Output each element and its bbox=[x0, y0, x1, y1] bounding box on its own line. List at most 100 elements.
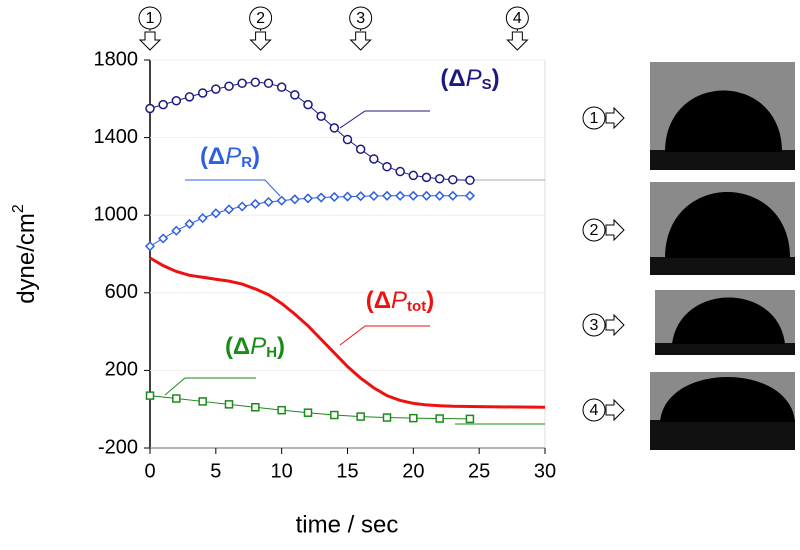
series-label-part: ) bbox=[426, 287, 434, 314]
point bbox=[316, 111, 326, 122]
series-line bbox=[149, 195, 470, 247]
point bbox=[263, 78, 274, 89]
plot-frame bbox=[149, 59, 546, 449]
point bbox=[158, 99, 168, 110]
point bbox=[435, 414, 444, 423]
point bbox=[408, 170, 419, 181]
y-tick-label: 1000 bbox=[94, 203, 139, 225]
point bbox=[224, 400, 234, 409]
point bbox=[158, 233, 169, 244]
series-label-sub: H bbox=[266, 344, 277, 361]
point bbox=[145, 103, 155, 114]
point bbox=[302, 193, 314, 204]
series-label-part: (Δ bbox=[440, 65, 465, 92]
series-label-var: P bbox=[250, 333, 266, 360]
series-label: (ΔPtot) bbox=[366, 287, 434, 315]
series-label-part: ) bbox=[252, 143, 260, 170]
point bbox=[276, 195, 287, 206]
arrow bbox=[605, 106, 625, 130]
series-label-sub: S bbox=[482, 76, 492, 93]
time-mark-label: 4 bbox=[513, 10, 522, 27]
point bbox=[382, 413, 392, 422]
point bbox=[421, 190, 432, 201]
point bbox=[464, 190, 476, 201]
x-tick-label: 10 bbox=[271, 460, 293, 482]
point bbox=[197, 88, 208, 98]
photo-label-circle bbox=[582, 398, 606, 422]
point bbox=[342, 191, 353, 202]
point bbox=[409, 413, 418, 423]
photos bbox=[650, 62, 795, 450]
time-mark-label: 3 bbox=[356, 10, 365, 27]
point bbox=[381, 190, 393, 201]
x-tick-label: 20 bbox=[402, 460, 424, 482]
series-label: (ΔPR) bbox=[200, 143, 260, 171]
series-label: (ΔPH) bbox=[225, 333, 285, 361]
photo-label: 1 bbox=[590, 110, 599, 127]
point bbox=[171, 225, 182, 236]
arrow bbox=[605, 313, 625, 337]
point bbox=[447, 190, 458, 201]
point bbox=[465, 175, 475, 186]
photo-label: 2 bbox=[590, 222, 599, 239]
series-line bbox=[149, 81, 470, 181]
point bbox=[382, 161, 392, 172]
photo-label: 3 bbox=[590, 317, 599, 334]
series-label: (ΔPS) bbox=[440, 65, 499, 93]
point bbox=[316, 192, 327, 203]
point bbox=[251, 403, 260, 412]
point bbox=[368, 190, 379, 202]
series-label-part: ) bbox=[492, 65, 500, 92]
x-tick-label: 0 bbox=[144, 460, 155, 482]
point bbox=[276, 82, 287, 92]
point bbox=[342, 134, 353, 145]
point bbox=[395, 166, 405, 177]
point bbox=[330, 410, 339, 420]
photo-label-circle bbox=[582, 313, 606, 337]
y-label-text: dyne/cm bbox=[13, 213, 40, 304]
arrow bbox=[506, 31, 529, 51]
time-mark-label: 1 bbox=[146, 10, 155, 27]
series-label-var: P bbox=[391, 287, 407, 314]
point bbox=[144, 241, 156, 252]
arrow bbox=[138, 31, 162, 51]
point bbox=[355, 144, 366, 154]
y-tick-label: -200 bbox=[98, 436, 138, 458]
photo-label-circle bbox=[582, 218, 606, 242]
point bbox=[355, 191, 366, 202]
point bbox=[303, 408, 313, 417]
series-label-part: (Δ bbox=[366, 287, 391, 314]
y-axis-label: dyne/cm2 bbox=[10, 204, 40, 304]
point bbox=[250, 198, 261, 210]
point bbox=[421, 172, 432, 183]
photo-label-circle bbox=[582, 106, 606, 130]
series-label-var: P bbox=[466, 65, 482, 92]
point bbox=[184, 92, 195, 102]
point bbox=[198, 397, 207, 406]
point bbox=[395, 190, 406, 201]
arrow bbox=[349, 31, 372, 51]
point bbox=[250, 77, 261, 88]
point bbox=[369, 154, 379, 164]
y-tick-label: 200 bbox=[105, 359, 138, 381]
point bbox=[171, 95, 182, 106]
point bbox=[224, 81, 234, 91]
point bbox=[408, 190, 419, 201]
point bbox=[329, 191, 340, 203]
point bbox=[184, 218, 195, 229]
y-label-sup: 2 bbox=[10, 204, 27, 213]
series-line bbox=[149, 256, 546, 409]
point bbox=[277, 405, 286, 415]
point bbox=[434, 173, 445, 184]
series-label-part: ) bbox=[277, 333, 285, 360]
y-tick-label: 1400 bbox=[94, 126, 139, 148]
point bbox=[329, 123, 340, 133]
y-tick-label: 1800 bbox=[94, 48, 139, 70]
series-label-var: P bbox=[225, 143, 241, 170]
point bbox=[145, 391, 155, 400]
point bbox=[434, 190, 445, 201]
point bbox=[223, 204, 235, 215]
x-tick-label: 30 bbox=[534, 460, 556, 482]
point bbox=[263, 196, 274, 208]
